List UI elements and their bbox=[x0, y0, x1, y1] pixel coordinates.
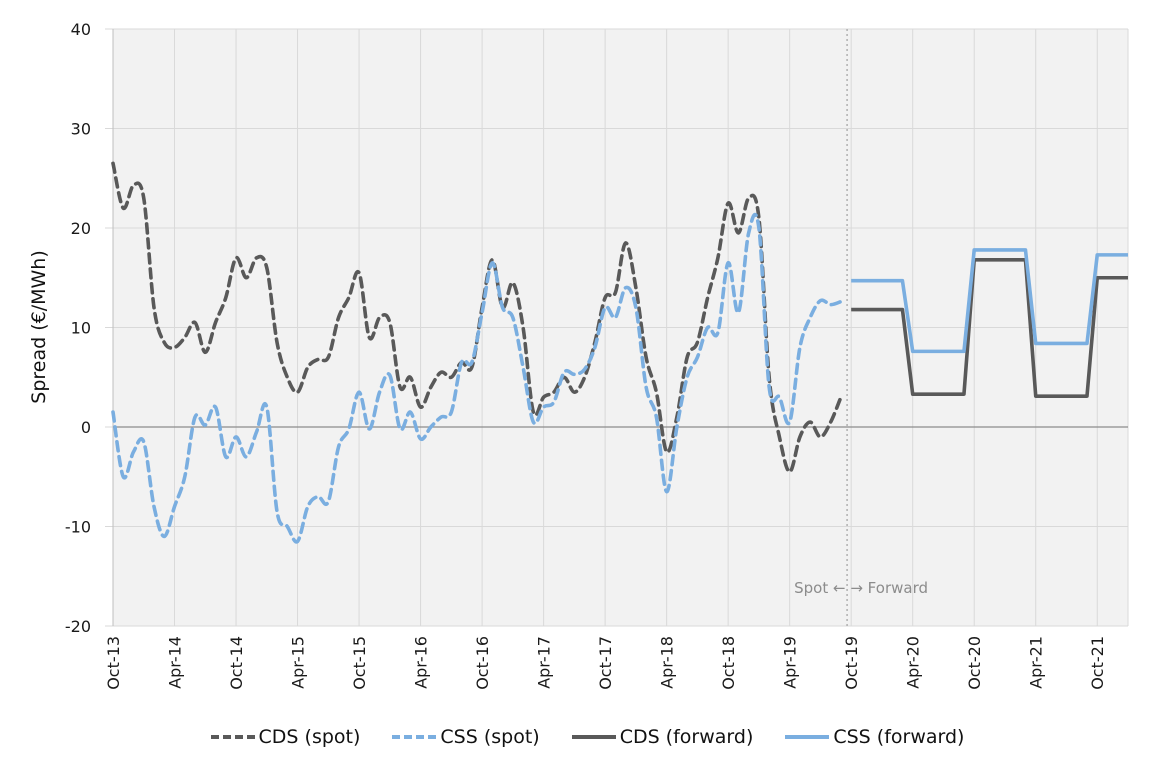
legend-item-css-spot: CSS (spot) bbox=[392, 726, 540, 748]
x-tick-label: Apr-14 bbox=[166, 636, 185, 689]
x-tick-label: Apr-15 bbox=[289, 636, 308, 689]
y-tick-label: -20 bbox=[65, 617, 91, 636]
y-tick-label: 30 bbox=[71, 120, 91, 139]
legend-swatch-cds-forward bbox=[571, 735, 616, 739]
legend-item-cds-spot: CDS (spot) bbox=[210, 726, 361, 748]
legend-swatch-css-spot bbox=[392, 735, 437, 739]
x-tick-label: Oct-20 bbox=[965, 636, 984, 690]
legend-item-cds-forward: CDS (forward) bbox=[571, 726, 754, 748]
legend-item-css-forward: CSS (forward) bbox=[785, 726, 964, 748]
legend: CDS (spot) CSS (spot) CDS (forward) CSS … bbox=[0, 720, 1175, 754]
x-tick-label: Oct-21 bbox=[1088, 636, 1107, 690]
x-tick-label: Apr-18 bbox=[658, 636, 677, 689]
legend-label: CSS (spot) bbox=[440, 726, 540, 748]
x-tick-label: Oct-14 bbox=[227, 636, 246, 690]
legend-swatch-css-forward bbox=[785, 735, 830, 739]
spot-forward-annotation: Spot ← → Forward bbox=[794, 579, 928, 597]
y-tick-label: -10 bbox=[65, 518, 91, 537]
x-tick-label: Apr-16 bbox=[412, 636, 431, 689]
series-line-css-forward bbox=[851, 248, 1128, 354]
x-tick-label: Oct-18 bbox=[719, 636, 738, 690]
legend-swatch-cds-spot bbox=[210, 735, 255, 739]
y-tick-label: 0 bbox=[81, 418, 91, 437]
legend-label: CDS (forward) bbox=[619, 726, 754, 748]
chart: -20 -10 0 10 20 30 40 Oct-13 Apr-14 Oct-14 Apr-15… bbox=[28, 20, 1129, 690]
x-tick-label: Oct-19 bbox=[842, 636, 861, 690]
x-tick-label: Oct-15 bbox=[350, 636, 369, 690]
x-tick-label: Oct-16 bbox=[473, 636, 492, 690]
legend-label: CDS (spot) bbox=[258, 726, 361, 748]
x-tick-label: Oct-17 bbox=[596, 636, 615, 690]
x-tick-label: Apr-21 bbox=[1027, 636, 1046, 689]
x-tick-label: Apr-20 bbox=[904, 636, 923, 689]
series-line-css-spot bbox=[111, 212, 843, 544]
legend-label: CSS (forward) bbox=[833, 726, 965, 748]
x-tick-label: Oct-13 bbox=[104, 636, 123, 690]
x-axis-ticks: Oct-13 Apr-14 Oct-14 Apr-15 Oct-15 Apr-16 Oct-… bbox=[104, 636, 1107, 690]
x-tick-label: Apr-17 bbox=[535, 636, 554, 689]
y-tick-label: 40 bbox=[71, 20, 91, 39]
y-axis-ticks: -20 -10 0 10 20 30 40 bbox=[65, 20, 91, 636]
y-tick-label: 10 bbox=[71, 319, 91, 338]
y-axis-label: Spread (€/MWh) bbox=[28, 250, 50, 403]
series-line-cds-forward bbox=[851, 258, 1128, 398]
x-tick-label: Apr-19 bbox=[781, 636, 800, 689]
series-group bbox=[111, 161, 1128, 544]
y-tick-label: 20 bbox=[71, 219, 91, 238]
